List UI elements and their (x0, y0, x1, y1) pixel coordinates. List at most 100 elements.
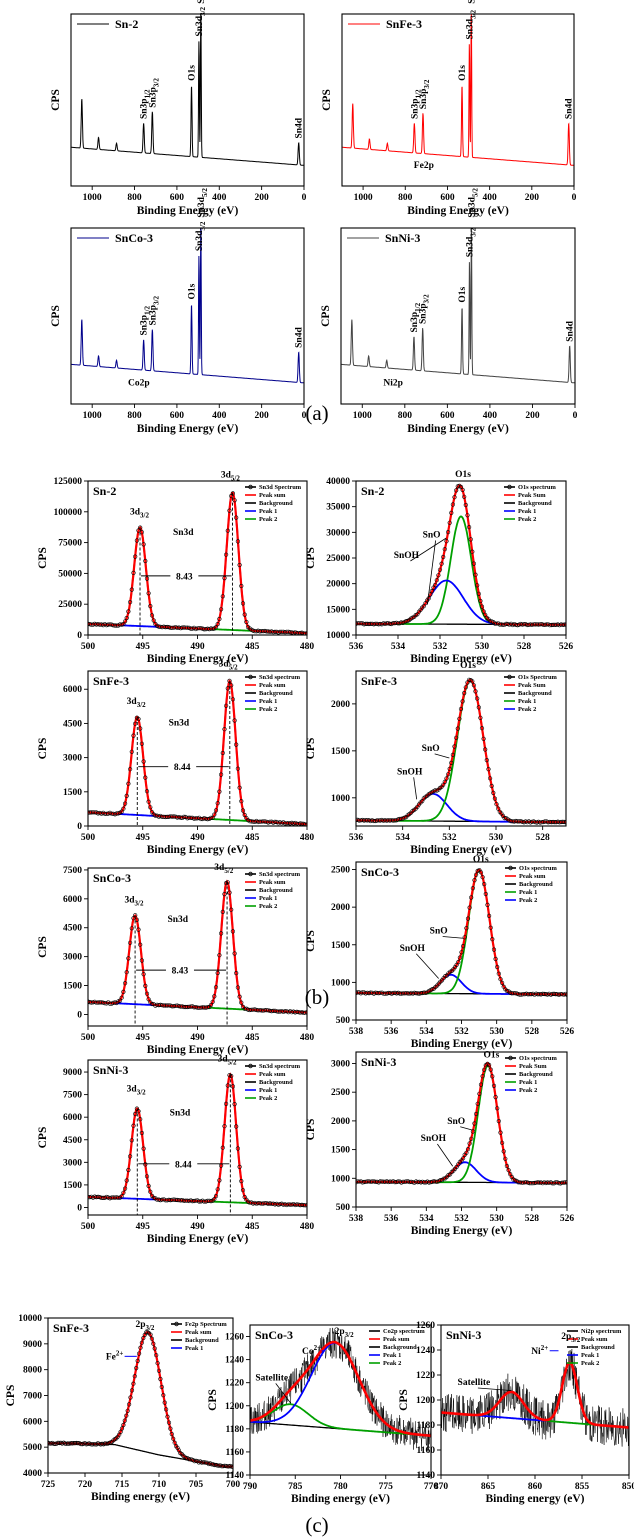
chart-c3: 870 865 860 855 850 Binding energy (eV) 1140 11… (398, 1321, 634, 1505)
spectrum-point (232, 951, 237, 956)
spectrum-point (561, 1180, 566, 1185)
spectrum-point (224, 552, 229, 557)
legend-label: Peak 1 (185, 1345, 203, 1352)
spectrum-point (392, 621, 397, 626)
spectrum-point (498, 977, 503, 982)
spectrum-point (488, 925, 493, 930)
spectrum-point (126, 1167, 131, 1173)
spectrum-point (556, 1180, 562, 1186)
peak-label: Sn3d3/2 (195, 221, 207, 251)
species-label: Co2+ (302, 1344, 321, 1357)
legend-label: Peak sum (581, 1336, 608, 1343)
x-tick-label: 865 (481, 1482, 496, 1492)
spectrum-point (436, 573, 441, 578)
spectrum-point (129, 926, 134, 931)
leader-line (434, 753, 450, 759)
x-tick-label: 725 (41, 1480, 56, 1490)
spectrum-point (237, 1164, 242, 1169)
spectrum-point (124, 1178, 129, 1183)
legend-label: O1s Spectrum (518, 674, 558, 681)
spectrum-points (356, 483, 566, 628)
spectrum-point (164, 1407, 169, 1412)
spectrum-point (493, 956, 498, 962)
spectrum-point (529, 991, 534, 997)
y-tick-label: 1200 (225, 1402, 244, 1412)
spectrum-point (220, 750, 225, 756)
spectrum-point (168, 1426, 173, 1431)
spectrum-point (469, 895, 474, 900)
legend-marker (507, 674, 512, 680)
panel-title: SnFe-3 (93, 674, 129, 688)
chart-b4: 536 534 532 530 528 Binding Energy (eV) 1000 15… (305, 661, 567, 856)
legend-label: Peak 2 (518, 706, 536, 713)
spectrum-point (496, 806, 501, 811)
spectrum-point (379, 1179, 385, 1184)
peak-label: O1s (458, 286, 468, 302)
peak-label: 3d5/2 (218, 1055, 237, 1067)
y-tick-label: 7500 (63, 866, 82, 876)
series-line (71, 228, 304, 384)
spectrum-point (452, 744, 457, 749)
x-tick-label: 495 (136, 1033, 151, 1043)
legend-marker (248, 674, 253, 680)
spectrum-point (222, 727, 227, 732)
spectrum-point (472, 878, 477, 883)
spectrum-point (102, 1441, 107, 1446)
legend-label: Ni2p spectrum (581, 1328, 622, 1335)
panel-title: SnNi-3 (93, 1063, 128, 1077)
legend-label: Peak 1 (383, 1352, 401, 1359)
spectrum-point (450, 502, 456, 507)
y-tick-label: 1500 (331, 1146, 350, 1156)
spectrum-point (467, 1141, 472, 1146)
chart-b8: 538 536 534 532 530 528 526 Binding Energy (eV)… (305, 1051, 574, 1237)
spectrum-point (234, 970, 239, 976)
spectrum-point (531, 622, 536, 627)
chart-c1: 725 720 715 710 705 700 Binding energy (eV) 400… (5, 1314, 240, 1503)
spectrum-point (183, 1455, 189, 1461)
spectrum-point (141, 1146, 146, 1151)
x-tick-label: 770 (424, 1482, 439, 1492)
spectrum-point (146, 1183, 151, 1189)
legend-label: Sn3d spectrum (259, 871, 301, 878)
x-tick-label: 532 (442, 833, 457, 843)
peak-2-line (356, 515, 566, 626)
y-tick-label: 1140 (417, 1471, 436, 1481)
chart-c2: 790 785 780 775 770 Binding energy (eV) 1140 11… (207, 1324, 439, 1505)
spectrum-point (136, 1109, 141, 1114)
spectrum-point (365, 1179, 370, 1184)
peak-label: O1s (483, 1051, 499, 1061)
spectrum-point (175, 1445, 180, 1450)
legend-label: Peak 1 (519, 1079, 537, 1086)
spectrum-point (455, 726, 460, 731)
x-tick-label: 538 (349, 1214, 364, 1224)
y-tick-label: 100000 (54, 508, 83, 518)
spectrum-point (495, 964, 500, 970)
spectrum-point (504, 988, 510, 994)
legend-label: O1s spectrum (519, 865, 557, 872)
x-axis-label: Binding Energy (eV) (411, 1038, 513, 1050)
spectrum-point (222, 1463, 227, 1468)
spectrum-point (304, 822, 307, 826)
y-axis-label: CPS (37, 1127, 49, 1149)
spectrum-point (552, 819, 557, 825)
y-tick-label: 2000 (331, 1117, 350, 1127)
peak-label: O1s (458, 65, 468, 81)
peak-label: O1s (460, 661, 476, 671)
y-tick-label: 1180 (226, 1425, 245, 1435)
y-tick-label: 15000 (326, 605, 350, 615)
caption-c: (c) (305, 1513, 328, 1537)
spectrum-point (434, 578, 439, 583)
peak-1-line (356, 579, 566, 626)
peak-label: Sn3d3/2 (465, 227, 477, 257)
spectrum-point (240, 1188, 246, 1193)
legend-marker (174, 1321, 179, 1327)
spectrum-point (303, 631, 307, 635)
spectrum-point (386, 818, 391, 823)
spectrum-point (442, 779, 447, 785)
spectrum-point (471, 561, 477, 566)
spectrum-point (356, 621, 360, 626)
spectrum-point (478, 598, 483, 604)
spectrum-point (219, 772, 224, 777)
spectrum-point (397, 816, 402, 822)
y-tick-label: 0 (77, 1203, 82, 1213)
